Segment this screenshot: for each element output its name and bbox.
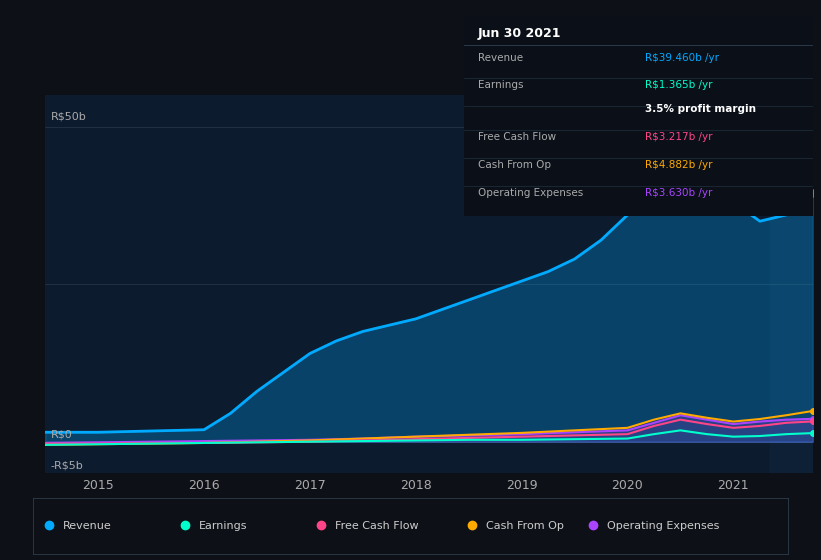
Text: -R$5b: -R$5b [50, 461, 83, 470]
Text: Revenue: Revenue [63, 521, 112, 531]
Text: Earnings: Earnings [199, 521, 247, 531]
Text: Free Cash Flow: Free Cash Flow [335, 521, 419, 531]
Text: R$50b: R$50b [50, 111, 86, 122]
Text: R$0: R$0 [50, 429, 72, 439]
Text: Jun 30 2021: Jun 30 2021 [478, 27, 562, 40]
Text: R$4.882b /yr: R$4.882b /yr [645, 160, 713, 170]
Text: Free Cash Flow: Free Cash Flow [478, 132, 556, 142]
Text: Operating Expenses: Operating Expenses [607, 521, 719, 531]
Text: Operating Expenses: Operating Expenses [478, 188, 583, 198]
Bar [770, 95, 813, 473]
Text: Earnings: Earnings [478, 81, 523, 90]
Text: R$3.630b /yr: R$3.630b /yr [645, 188, 713, 198]
Text: Revenue: Revenue [478, 53, 523, 63]
Text: Cash From Op: Cash From Op [486, 521, 564, 531]
Text: R$39.460b /yr: R$39.460b /yr [645, 53, 719, 63]
Text: R$1.365b /yr: R$1.365b /yr [645, 81, 713, 90]
Text: 3.5% profit margin: 3.5% profit margin [645, 104, 756, 114]
Text: R$3.217b /yr: R$3.217b /yr [645, 132, 713, 142]
Text: Cash From Op: Cash From Op [478, 160, 551, 170]
